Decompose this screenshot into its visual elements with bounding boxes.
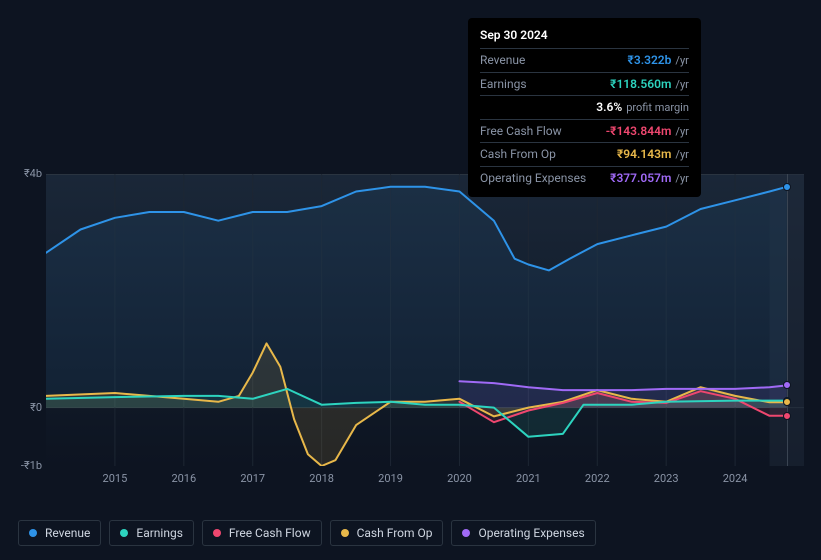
x-axis-label: 2017 (240, 472, 265, 485)
x-axis-label: 2024 (723, 472, 748, 485)
series-end-marker (783, 412, 791, 420)
legend-item-operating-expenses[interactable]: Operating Expenses (451, 520, 595, 546)
tooltip-metric-label: Earnings (480, 75, 527, 94)
chart-legend: Revenue Earnings Free Cash Flow Cash From O… (18, 520, 596, 546)
legend-label: Earnings (136, 526, 183, 540)
legend-dot-icon (213, 529, 221, 537)
x-axis-label: 2022 (585, 472, 610, 485)
series-end-marker (783, 398, 791, 406)
y-axis-label: -₹1b (18, 459, 42, 472)
x-axis-label: 2016 (171, 472, 196, 485)
tooltip-metric-label: Revenue (480, 51, 525, 70)
tooltip-metric-value: 3.6%profit margin (596, 98, 689, 117)
x-axis-label: 2021 (516, 472, 541, 485)
hover-marker-line (787, 174, 788, 466)
tooltip-metric-value: ₹377.057m/yr (610, 169, 689, 188)
tooltip-row: 3.6%profit margin (480, 95, 689, 119)
legend-label: Free Cash Flow (229, 526, 311, 540)
legend-label: Operating Expenses (478, 526, 584, 540)
series-end-marker (783, 183, 791, 191)
series-end-marker (783, 381, 791, 389)
tooltip-metric-value: -₹143.844m/yr (606, 122, 689, 141)
legend-dot-icon (29, 529, 37, 537)
legend-item-earnings[interactable]: Earnings (109, 520, 194, 546)
tooltip-metric-value: ₹94.143m/yr (617, 145, 689, 164)
tooltip-row: Operating Expenses ₹377.057m/yr (480, 166, 689, 190)
tooltip-metric-label: Operating Expenses (480, 169, 586, 188)
tooltip-metric-label: Cash From Op (480, 145, 556, 164)
x-axis-label: 2019 (378, 472, 403, 485)
x-axis-label: 2023 (654, 472, 679, 485)
legend-dot-icon (462, 529, 470, 537)
legend-dot-icon (341, 529, 349, 537)
tooltip-metric-label: Free Cash Flow (480, 122, 562, 141)
x-axis-label: 2020 (447, 472, 472, 485)
x-axis-label: 2015 (103, 472, 128, 485)
legend-item-cash-from-op[interactable]: Cash From Op (330, 520, 444, 546)
legend-label: Revenue (45, 526, 90, 540)
tooltip-date: Sep 30 2024 (480, 26, 689, 44)
y-axis-label: ₹4b (18, 167, 42, 180)
tooltip-rows: Revenue ₹3.322b/yr Earnings ₹118.560m/yr 3.6… (480, 48, 689, 189)
tooltip-row: Earnings ₹118.560m/yr (480, 72, 689, 96)
chart-tooltip: Sep 30 2024 Revenue ₹3.322b/yr Earnings ₹11… (468, 18, 701, 197)
legend-dot-icon (120, 529, 128, 537)
tooltip-row: Free Cash Flow -₹143.844m/yr (480, 119, 689, 143)
tooltip-metric-value: ₹118.560m/yr (610, 75, 689, 94)
legend-label: Cash From Op (357, 526, 433, 540)
x-axis-label: 2018 (309, 472, 334, 485)
financials-chart: ₹4b₹0-₹1b 201520162017201820192020202120… (18, 160, 808, 480)
y-axis-label: ₹0 (18, 401, 42, 414)
tooltip-row: Cash From Op ₹94.143m/yr (480, 142, 689, 166)
tooltip-row: Revenue ₹3.322b/yr (480, 48, 689, 72)
chart-canvas[interactable] (46, 174, 804, 466)
tooltip-metric-value: ₹3.322b/yr (628, 51, 689, 70)
legend-item-free-cash-flow[interactable]: Free Cash Flow (202, 520, 322, 546)
legend-item-revenue[interactable]: Revenue (18, 520, 101, 546)
